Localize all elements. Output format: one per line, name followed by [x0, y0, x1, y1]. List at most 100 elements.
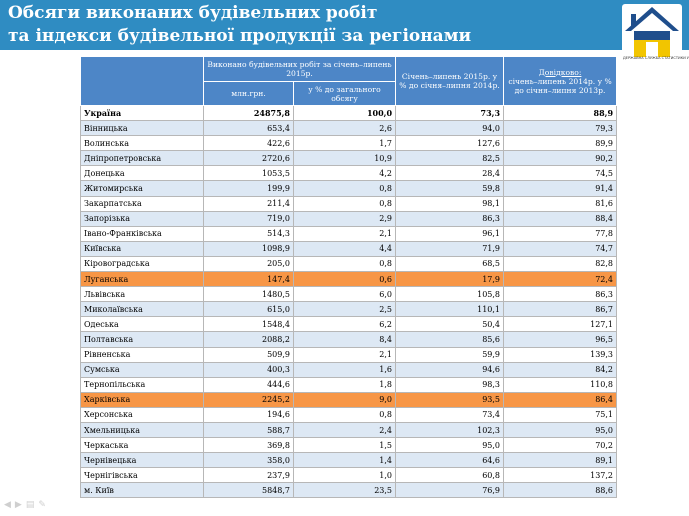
- table-row: Чернігівська 237,9 1,0 60,8 137,2: [80, 467, 618, 484]
- title-line-1: Обсяги виконаних будівельних робіт: [8, 3, 378, 23]
- cell-region: Харківська: [80, 391, 204, 408]
- cell-ref: 89,9: [503, 135, 618, 152]
- cell-region: Тернопільська: [80, 376, 204, 393]
- cell-region: Закарпатська: [80, 195, 204, 212]
- cell-ref: 72,4: [503, 271, 618, 288]
- table-row: Львівська 1480,5 6,0 105,8 86,3: [80, 286, 618, 303]
- header-reference: Довідково: січень–липень 2014р. у % до с…: [503, 56, 618, 106]
- cell-pct: 2,4: [292, 421, 397, 439]
- table-row: Волинська 422,6 1,7 127,6 89,9: [80, 135, 618, 152]
- table-row: Полтавська 2088,2 8,4 85,6 96,5: [80, 331, 618, 348]
- cell-idx: 60,8: [395, 467, 505, 484]
- cell-mln: 422,6: [203, 135, 294, 152]
- slide-controls[interactable]: ◀▶▤✎: [4, 500, 50, 510]
- cell-idx: 17,9: [395, 271, 505, 288]
- cell-region: Дніпропетровська: [80, 150, 204, 167]
- cell-mln: 205,0: [203, 255, 294, 273]
- table-row: Україна 24875,8 100,0 73,3 88,9: [80, 104, 618, 122]
- table-row: Миколаївська 615,0 2,5 110,1 86,7: [80, 301, 618, 318]
- cell-pct: 2,1: [292, 225, 397, 242]
- cell-idx: 110,1: [395, 301, 505, 318]
- cell-pct: 8,4: [292, 331, 397, 348]
- cell-ref: 86,4: [503, 391, 618, 408]
- logo-caption: ДЕРЖАВНА СЛУЖБА СТАТИСТИКИ УКРАЇНИ: [623, 56, 689, 60]
- reference-label: Довідково:: [538, 67, 582, 77]
- cell-ref: 96,5: [503, 331, 618, 348]
- cell-region: Черкаська: [80, 437, 204, 454]
- table-row: Донецька 1053,5 4,2 28,4 74,5: [80, 165, 618, 182]
- cell-pct: 1,7: [292, 135, 397, 152]
- cell-idx: 98,3: [395, 376, 505, 393]
- cell-mln: 2088,2: [203, 331, 294, 348]
- cell-mln: 147,4: [203, 271, 294, 288]
- prev-icon[interactable]: ◀: [4, 500, 15, 510]
- cell-idx: 64,6: [395, 452, 505, 469]
- header-pct: у % до загального обсягу: [292, 81, 397, 106]
- cell-idx: 59,9: [395, 346, 505, 363]
- cell-region: Івано-Франківська: [80, 225, 204, 242]
- cell-idx: 50,4: [395, 316, 505, 333]
- cell-pct: 4,2: [292, 165, 397, 182]
- cell-region: Житомирська: [80, 180, 204, 197]
- cell-region: Україна: [80, 104, 204, 122]
- title-bar: [0, 0, 689, 50]
- cell-idx: 95,0: [395, 437, 505, 454]
- cell-mln: 358,0: [203, 452, 294, 469]
- cell-idx: 73,3: [395, 104, 505, 122]
- cell-region: Чернігівська: [80, 467, 204, 484]
- cell-region: Хмельницька: [80, 421, 204, 439]
- reference-text: січень–липень 2014р. у % до січня–липня …: [508, 76, 612, 95]
- cell-ref: 86,3: [503, 286, 618, 303]
- cell-mln: 1548,4: [203, 316, 294, 333]
- cell-pct: 9,0: [292, 391, 397, 408]
- cell-pct: 2,5: [292, 301, 397, 318]
- cell-region: Полтавська: [80, 331, 204, 348]
- table-row: Харківська 2245,2 9,0 93,5 86,4: [80, 391, 618, 408]
- cell-pct: 0,8: [292, 195, 397, 212]
- table-row: Чернівецька 358,0 1,4 64,6 89,1: [80, 452, 618, 469]
- menu-icon[interactable]: ▤: [25, 500, 39, 510]
- cell-ref: 137,2: [503, 467, 618, 484]
- cell-mln: 653,4: [203, 120, 294, 137]
- cell-mln: 2245,2: [203, 391, 294, 408]
- cell-region: Рівненська: [80, 346, 204, 363]
- cell-pct: 0,8: [292, 255, 397, 273]
- cell-idx: 28,4: [395, 165, 505, 182]
- title-line-2: та індекси будівельної продукції за регі…: [8, 26, 472, 46]
- cell-idx: 82,5: [395, 150, 505, 167]
- table-row: Запорізька 719,0 2,9 86,3 88,4: [80, 210, 618, 227]
- cell-region: Одеська: [80, 316, 204, 333]
- cell-ref: 82,8: [503, 255, 618, 273]
- cell-ref: 77,8: [503, 225, 618, 242]
- cell-mln: 5848,7: [203, 482, 294, 499]
- cell-pct: 10,9: [292, 150, 397, 167]
- cell-ref: 127,1: [503, 316, 618, 333]
- cell-mln: 514,3: [203, 225, 294, 242]
- slide-title: Обсяги виконаних будівельних робіт та ін…: [8, 2, 471, 48]
- pen-icon[interactable]: ✎: [38, 500, 50, 510]
- cell-mln: 211,4: [203, 195, 294, 212]
- table-row: Луганська 147,4 0,6 17,9 72,4: [80, 271, 618, 288]
- cell-mln: 400,3: [203, 361, 294, 378]
- cell-mln: 369,8: [203, 437, 294, 454]
- cell-region: Чернівецька: [80, 452, 204, 469]
- cell-idx: 94,0: [395, 120, 505, 137]
- table-row: Хмельницька 588,7 2,4 102,3 95,0: [80, 421, 618, 439]
- cell-pct: 2,9: [292, 210, 397, 227]
- cell-pct: 1,4: [292, 452, 397, 469]
- cell-ref: 95,0: [503, 421, 618, 439]
- table-body: Україна 24875,8 100,0 73,3 88,9 Вінницька 653,…: [80, 104, 618, 499]
- cell-ref: 74,5: [503, 165, 618, 182]
- table-row: Одеська 1548,4 6,2 50,4 127,1: [80, 316, 618, 333]
- cell-idx: 68,5: [395, 255, 505, 273]
- next-icon[interactable]: ▶: [14, 500, 26, 510]
- cell-idx: 102,3: [395, 421, 505, 439]
- cell-region: Миколаївська: [80, 301, 204, 318]
- cell-region: Київська: [80, 240, 204, 257]
- cell-region: Запорізька: [80, 210, 204, 227]
- cell-mln: 24875,8: [203, 104, 294, 122]
- cell-mln: 194,6: [203, 406, 294, 423]
- cell-ref: 88,4: [503, 210, 618, 227]
- cell-mln: 1098,9: [203, 240, 294, 257]
- cell-pct: 100,0: [292, 104, 397, 122]
